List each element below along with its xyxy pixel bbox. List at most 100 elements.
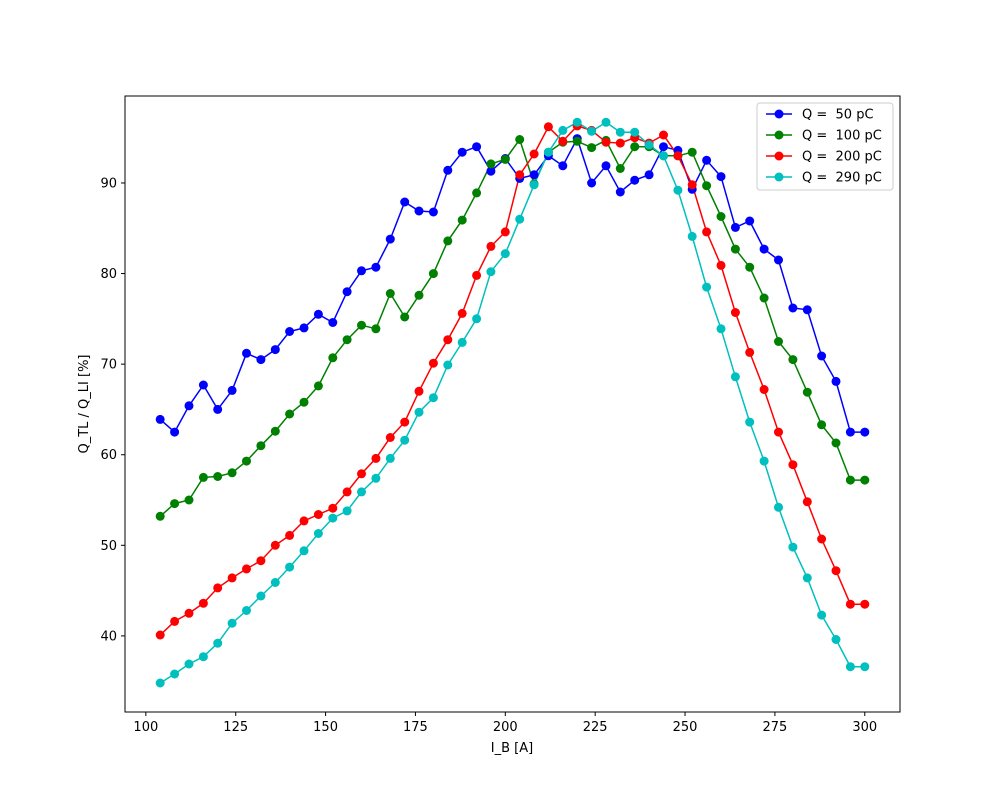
data-point (802, 305, 812, 315)
data-point (371, 324, 381, 334)
data-point (299, 323, 309, 333)
data-point (313, 510, 323, 519)
data-point (256, 355, 266, 365)
data-point (270, 426, 280, 436)
data-point (385, 433, 395, 442)
data-point (500, 249, 510, 259)
data-point (788, 542, 798, 552)
data-point (285, 562, 295, 572)
data-point (299, 546, 309, 556)
data-point (385, 289, 395, 298)
data-point (428, 393, 438, 403)
data-point (357, 320, 366, 330)
data-point (702, 181, 712, 191)
data-point (615, 164, 625, 173)
data-point (328, 318, 338, 327)
data-point (242, 606, 251, 615)
data-point (587, 143, 597, 153)
data-point (860, 599, 870, 609)
data-point (615, 187, 625, 197)
data-point (198, 598, 208, 608)
data-point (745, 216, 755, 226)
data-point (759, 385, 769, 394)
data-point (845, 599, 855, 609)
data-point (256, 591, 266, 601)
data-point (587, 178, 597, 188)
data-point (716, 260, 726, 270)
data-point (730, 244, 740, 254)
legend-entry: Q = 100 pC (802, 129, 882, 144)
data-point (687, 147, 697, 157)
data-point (817, 420, 827, 430)
plot-frame (124, 95, 901, 713)
data-point (313, 381, 323, 391)
data-point (817, 610, 827, 620)
data-point (486, 159, 496, 169)
data-point (198, 380, 208, 390)
data-point (242, 456, 251, 466)
data-point (774, 502, 783, 512)
legend-swatch-marker (774, 130, 784, 140)
data-point (184, 401, 194, 411)
data-point (457, 147, 467, 157)
x-axis-label: I_B [A] (491, 741, 533, 756)
data-point (227, 468, 237, 478)
data-point (630, 175, 640, 185)
x-tick-label: 150 (313, 720, 338, 735)
data-point (702, 282, 712, 292)
data-point (659, 151, 668, 161)
data-point (198, 472, 208, 482)
data-point (659, 130, 668, 140)
data-point (630, 127, 640, 137)
data-point (428, 269, 438, 279)
data-point (155, 511, 165, 521)
data-point (328, 353, 338, 363)
data-point (357, 469, 366, 479)
data-point (572, 136, 582, 146)
data-point (615, 138, 625, 148)
data-point (342, 335, 352, 345)
data-point (745, 347, 755, 357)
data-point (256, 556, 266, 566)
data-point (170, 669, 180, 679)
data-point (472, 188, 482, 198)
x-tick-label: 125 (223, 720, 248, 735)
y-axis-ticks: 40 50 60 70 80 90 (100, 176, 125, 644)
x-tick-label: 225 (583, 720, 608, 735)
data-point (385, 234, 395, 244)
x-tick-label: 300 (852, 720, 877, 735)
data-point (400, 197, 410, 207)
data-point (443, 335, 453, 345)
data-point (788, 303, 798, 313)
data-point (256, 441, 266, 451)
data-point (529, 180, 539, 190)
data-point (242, 564, 251, 574)
x-tick-label: 100 (133, 720, 158, 735)
series-markers (155, 117, 870, 688)
data-point (601, 161, 611, 171)
data-point (184, 608, 194, 618)
data-point (371, 453, 381, 463)
data-point (802, 573, 812, 583)
data-point (328, 513, 338, 523)
y-tick-label: 40 (100, 629, 117, 644)
data-point (443, 360, 453, 370)
data-point (486, 166, 496, 176)
data-point (500, 227, 510, 237)
data-point (831, 566, 841, 576)
data-point (371, 473, 381, 483)
data-point (414, 206, 424, 216)
data-point (644, 170, 654, 180)
data-point (155, 414, 165, 424)
data-point (285, 327, 295, 336)
data-point (788, 460, 798, 470)
data-point (860, 427, 870, 437)
data-point (831, 376, 841, 386)
data-point (472, 314, 482, 324)
x-tick-label: 250 (673, 720, 698, 735)
data-point (270, 540, 280, 550)
data-point (400, 312, 410, 322)
x-tick-label: 275 (762, 720, 787, 735)
data-point (817, 351, 827, 361)
data-point (285, 530, 295, 540)
